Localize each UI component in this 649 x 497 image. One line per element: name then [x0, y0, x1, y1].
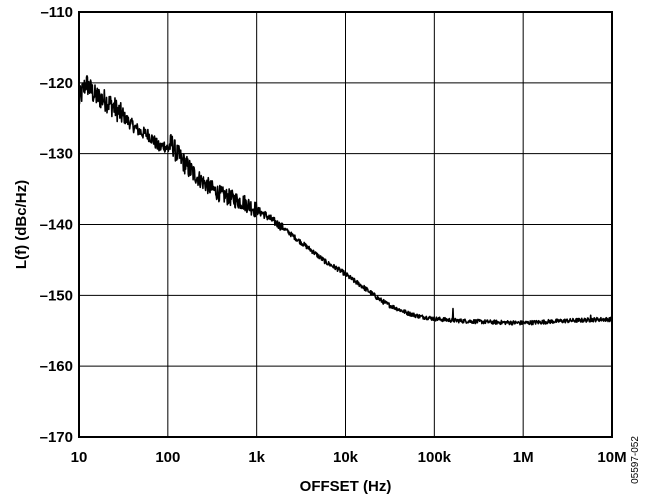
figure-id: 05597-052 — [630, 436, 641, 484]
grid-lines — [78, 11, 613, 438]
x-tick-label: 10 — [71, 449, 88, 466]
x-tick-label: 1k — [248, 449, 265, 466]
y-tick-label: –140 — [40, 217, 73, 234]
x-tick-label: 10k — [333, 449, 359, 466]
x-tick-label: 100k — [418, 449, 452, 466]
trace-layer — [78, 75, 613, 326]
phase-noise-trace — [78, 75, 613, 326]
x-tick-label: 100 — [155, 449, 180, 466]
x-axis-label: OFFSET (Hz) — [300, 478, 392, 495]
x-tick-labels: 10 100 1k 10k 100k 1M 10M — [71, 449, 627, 466]
y-tick-labels: –170 –160 –150 –140 –130 –120 –110 — [40, 4, 73, 446]
plot-frame — [78, 11, 613, 438]
y-tick-label: –110 — [40, 4, 73, 21]
y-tick-label: –160 — [40, 358, 73, 375]
x-tick-label: 1M — [513, 449, 534, 466]
y-tick-label: –150 — [40, 287, 73, 304]
y-tick-label: –170 — [40, 429, 73, 446]
y-tick-label: –120 — [40, 75, 73, 92]
x-tick-label: 10M — [597, 449, 626, 466]
y-tick-label: –130 — [40, 146, 73, 163]
y-axis-label: L(f) (dBc/Hz) — [13, 180, 30, 269]
